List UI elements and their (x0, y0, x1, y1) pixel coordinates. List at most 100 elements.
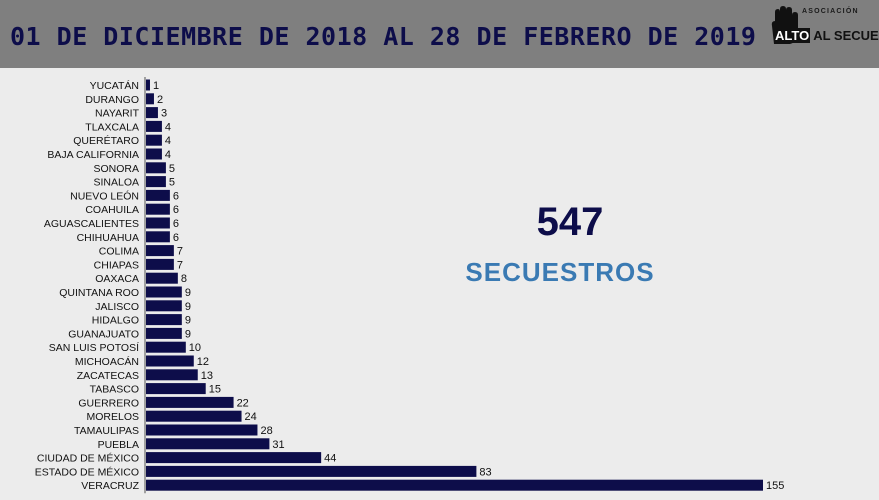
bar (146, 341, 186, 353)
bar (146, 203, 170, 215)
total-count: 547 (536, 200, 604, 244)
data-label: 3 (161, 108, 167, 120)
bar (146, 314, 182, 326)
data-label: 5 (169, 163, 175, 175)
data-label: 28 (260, 425, 272, 437)
category-label: AGUASCALIENTES (44, 218, 139, 230)
category-label: SONORA (93, 163, 139, 175)
data-label: 4 (165, 121, 171, 133)
logo-wordmark-rest: AL SECUESTRO (813, 28, 879, 43)
category-label: CIUDAD DE MÉXICO (37, 452, 139, 465)
logo-wordmark-highlight: ALTO (774, 28, 811, 43)
header-bar: 01 DE DICIEMBRE DE 2018 AL 28 DE FEBRERO… (0, 0, 879, 68)
category-label: ESTADO DE MÉXICO (35, 465, 139, 478)
category-label: YUCATÁN (90, 79, 139, 92)
category-label: CHIAPAS (94, 259, 139, 271)
category-label: COLIMA (99, 246, 139, 258)
bar (146, 107, 158, 119)
category-label: GUERRERO (78, 397, 139, 409)
category-label: MICHOACÁN (75, 355, 139, 368)
category-label: NAYARIT (95, 108, 140, 120)
category-label: TLAXCALA (85, 121, 139, 133)
bar (146, 148, 162, 160)
category-label: HIDALGO (92, 315, 139, 327)
category-label: MORELOS (86, 411, 139, 423)
data-label: 6 (173, 190, 179, 202)
data-label: 1 (153, 80, 159, 92)
data-label: 9 (185, 287, 191, 299)
category-label: BAJA CALIFORNIA (47, 149, 139, 161)
category-label: NUEVO LEÓN (70, 189, 139, 202)
bar (146, 272, 178, 284)
data-label: 7 (177, 259, 183, 271)
data-label: 4 (165, 149, 171, 161)
bar (146, 217, 170, 229)
bar (146, 176, 166, 188)
category-label: CHIHUAHUA (77, 232, 139, 244)
bar (146, 438, 270, 450)
bar (146, 300, 182, 312)
data-label: 83 (479, 466, 491, 478)
bar (146, 189, 170, 201)
category-label: ZACATECAS (77, 370, 139, 382)
data-label: 155 (766, 480, 784, 492)
page-title: 01 DE DICIEMBRE DE 2018 AL 28 DE FEBRERO… (10, 22, 757, 51)
data-label: 12 (197, 356, 209, 368)
bar (146, 231, 170, 243)
bar (146, 465, 477, 477)
data-label: 6 (173, 204, 179, 216)
data-label: 6 (173, 232, 179, 244)
data-label: 5 (169, 177, 175, 189)
data-label: 13 (201, 370, 213, 382)
data-label: 9 (185, 315, 191, 327)
bar (146, 286, 182, 298)
bar (146, 134, 162, 146)
bar (146, 93, 154, 105)
bar (146, 327, 182, 339)
bar (146, 369, 198, 381)
bar (146, 79, 150, 91)
bar (146, 162, 166, 174)
category-label: SAN LUIS POTOSÍ (49, 341, 139, 354)
bar (146, 396, 234, 408)
kidnappings-by-state-bar-chart: YUCATÁN 1 DURANGO 2 NAYARIT 3 TLAXCALA 4 QUERÉTA… (35, 77, 784, 494)
data-label: 24 (245, 411, 257, 423)
data-label: 9 (185, 328, 191, 340)
bar (146, 452, 322, 464)
bar (146, 120, 162, 132)
bar (146, 479, 763, 491)
data-label: 31 (272, 439, 284, 451)
bar (146, 410, 242, 422)
data-label: 9 (185, 301, 191, 313)
bar (146, 245, 174, 257)
category-label: DURANGO (85, 94, 139, 106)
category-label: COAHUILA (85, 204, 139, 216)
bar (146, 424, 258, 436)
data-label: 4 (165, 135, 171, 147)
category-label: GUANAJUATO (68, 328, 139, 340)
bar (146, 355, 194, 367)
category-label: PUEBLA (98, 439, 139, 451)
data-label: 10 (189, 342, 201, 354)
data-label: 2 (157, 94, 163, 106)
bar (146, 258, 174, 270)
data-label: 44 (324, 453, 336, 465)
category-label: SINALOA (93, 177, 139, 189)
total-label: SECUESTROS (465, 257, 655, 287)
data-label: 6 (173, 218, 179, 230)
category-label: JALISCO (95, 301, 139, 313)
data-label: 15 (209, 384, 221, 396)
data-label: 8 (181, 273, 187, 285)
category-label: QUERÉTARO (73, 134, 139, 147)
bar (146, 383, 206, 395)
category-label: OAXACA (95, 273, 139, 285)
category-label: TAMAULIPAS (74, 425, 139, 437)
category-label: TABASCO (90, 384, 139, 396)
category-label: VERACRUZ (81, 480, 139, 492)
category-label: QUINTANA ROO (59, 287, 139, 299)
data-label: 7 (177, 246, 183, 258)
data-label: 22 (237, 397, 249, 409)
logo-tagline: ASOCIACIÓN (802, 8, 859, 15)
